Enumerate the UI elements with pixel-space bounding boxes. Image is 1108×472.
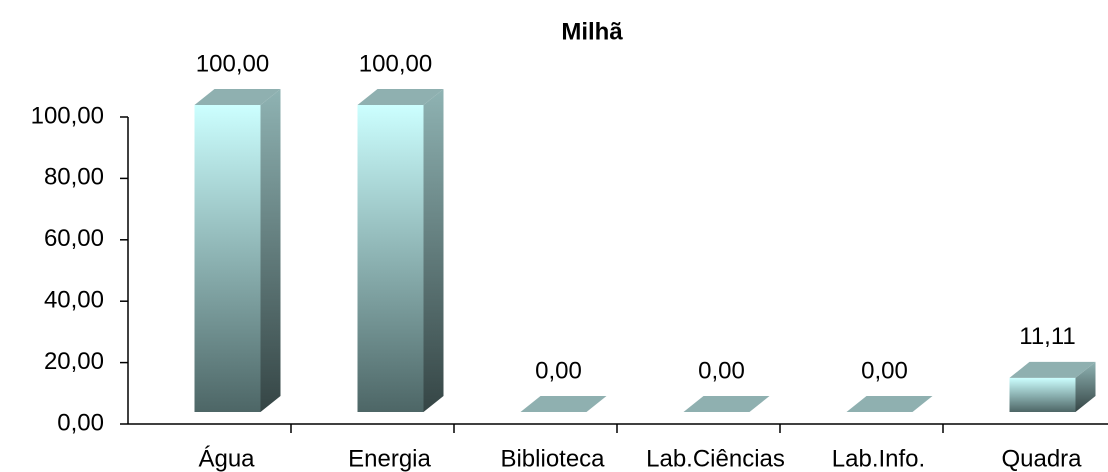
- bar-top: [357, 89, 444, 105]
- bar: [194, 89, 281, 412]
- bar: [683, 396, 770, 412]
- x-tick-label: Lab.Ciências: [646, 445, 785, 472]
- x-tick-label: Água: [198, 445, 255, 472]
- y-tick-label: 20,00: [44, 348, 104, 375]
- x-tick-label: Energia: [348, 445, 431, 472]
- y-tick-label: 100,00: [31, 102, 104, 129]
- bar-top: [846, 396, 933, 412]
- bar-top: [683, 396, 770, 412]
- value-label: 0,00: [698, 357, 745, 384]
- y-tick-label: 60,00: [44, 225, 104, 252]
- y-tick-label: 80,00: [44, 164, 104, 191]
- bar-side: [1075, 361, 1096, 412]
- bar: [1009, 361, 1096, 412]
- value-label: 11,11: [1019, 323, 1076, 350]
- bar: [846, 396, 933, 412]
- value-label: 100,00: [359, 50, 432, 77]
- chart-title: Milhã: [561, 18, 623, 45]
- x-tick-label: Biblioteca: [500, 445, 605, 472]
- bar-front: [357, 105, 424, 412]
- bar-top: [1009, 361, 1096, 378]
- y-tick-label: 0,00: [57, 409, 104, 436]
- y-tick-label: 40,00: [44, 287, 104, 314]
- x-tick-label: Quadra: [1001, 445, 1082, 472]
- bar-top: [194, 89, 281, 105]
- x-tick-label: Lab.Info.: [832, 445, 925, 472]
- bar: [520, 396, 607, 412]
- value-label: 0,00: [861, 357, 908, 384]
- bar-top: [520, 396, 607, 412]
- value-label: 100,00: [196, 50, 269, 77]
- value-label: 0,00: [535, 357, 582, 384]
- bar-front: [194, 105, 261, 412]
- bar: [357, 89, 444, 412]
- bar-side: [260, 89, 281, 412]
- bar-side: [423, 89, 444, 412]
- bar-front: [1009, 377, 1076, 412]
